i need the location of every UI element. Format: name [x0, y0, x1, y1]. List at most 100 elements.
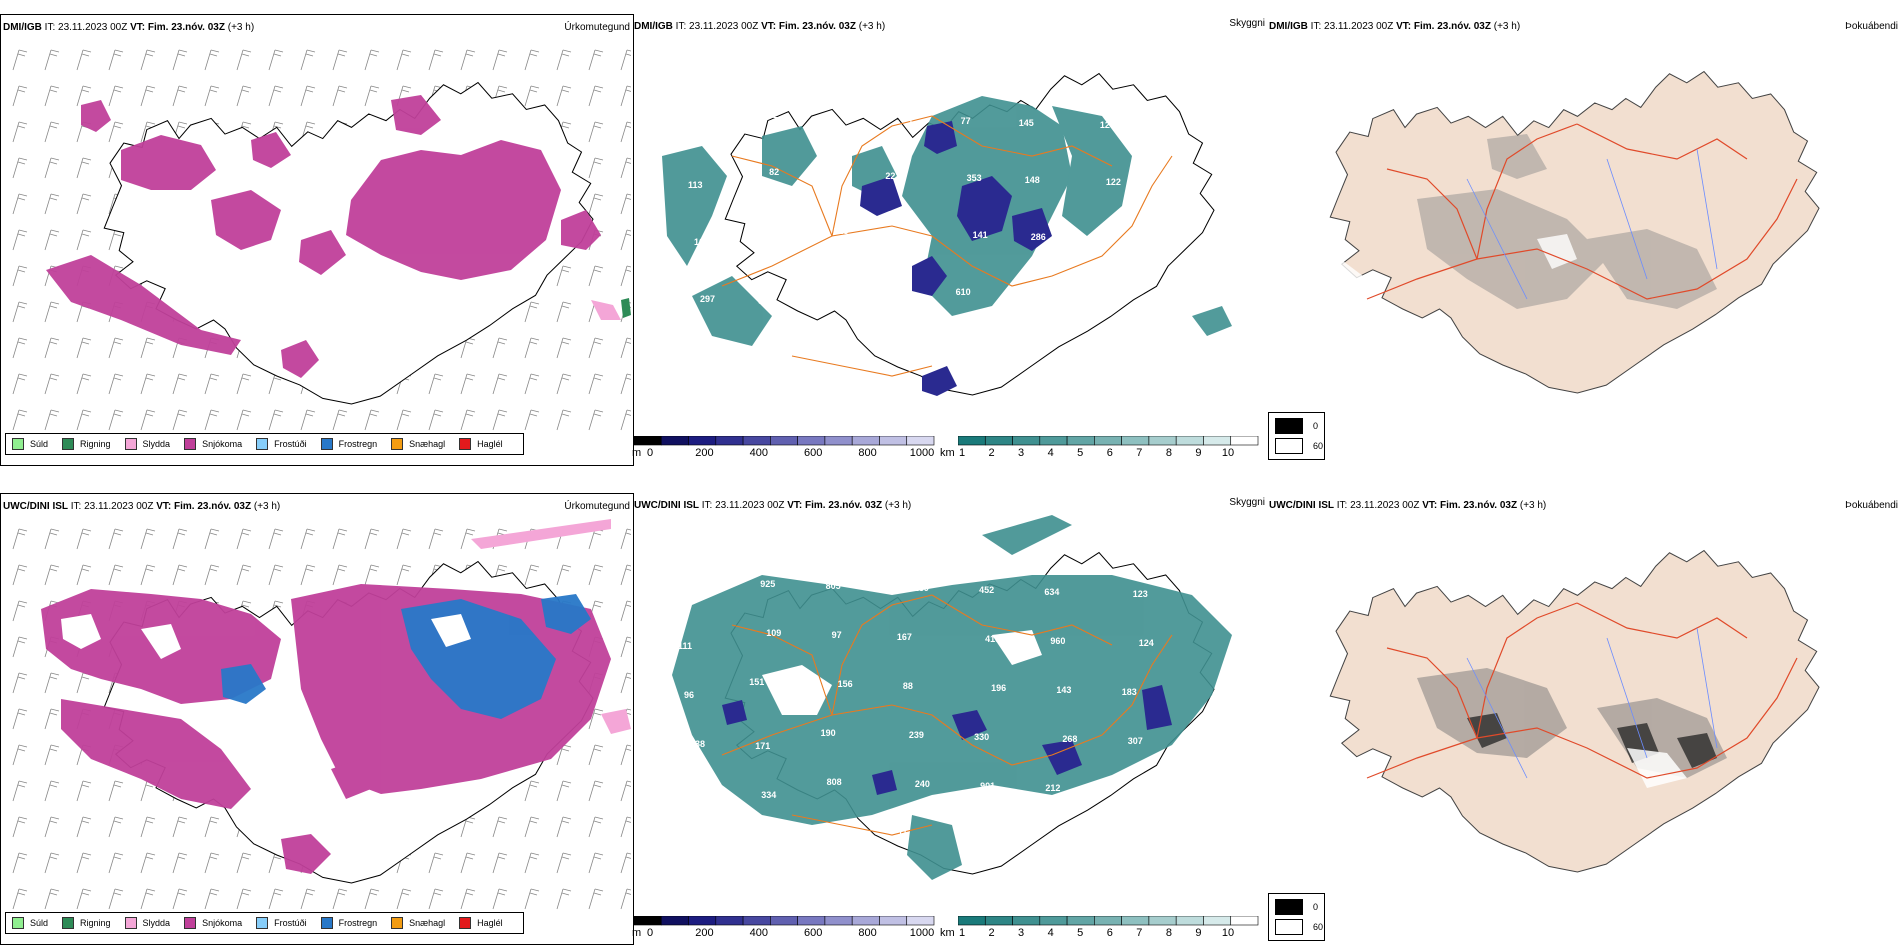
- legend-label: Frostregn: [338, 439, 378, 449]
- wind-barb: [76, 229, 92, 251]
- wind-barb: [588, 708, 604, 730]
- legend-label: Snjókoma: [202, 918, 243, 928]
- colorbar-cell: [1121, 916, 1150, 926]
- wind-barb: [44, 337, 60, 359]
- wind-barb: [108, 888, 124, 910]
- wind-barb: [460, 852, 476, 874]
- visibility-value-label: 167: [897, 632, 912, 642]
- wind-barb: [76, 852, 92, 874]
- wind-barb: [12, 373, 28, 395]
- wind-barb: [460, 49, 476, 71]
- wind-barb: [140, 85, 156, 107]
- wind-barb: [44, 157, 60, 179]
- colorbar-tick-label: 2: [988, 447, 995, 459]
- visibility-value-label: 309: [679, 837, 694, 847]
- visibility-value-label: 126: [673, 788, 688, 798]
- colorbar-tick-label: 600: [804, 447, 823, 459]
- visibility-value-label: 610: [956, 287, 971, 297]
- legend-item: Rigning: [62, 438, 111, 450]
- colorbar-cell: [1230, 916, 1259, 926]
- fog-panel-top: DMI/IGB IT: 23.11.2023 00Z VT: Fim. 23.n…: [1267, 14, 1900, 464]
- fog-legend-swatch: [1275, 899, 1303, 915]
- visibility-value-label: 77: [891, 228, 901, 238]
- visibility-value-label: 48: [1101, 348, 1111, 358]
- visibility-value-label: 999: [1095, 291, 1110, 301]
- wind-barb: [588, 265, 604, 287]
- wind-barb: [620, 888, 631, 910]
- wind-barb: [556, 816, 572, 838]
- colorbar-cell: [1066, 916, 1095, 926]
- wind-barb: [620, 564, 631, 586]
- wind-barb: [76, 888, 92, 910]
- wind-barb: [364, 49, 380, 71]
- wind-barb: [492, 888, 508, 910]
- wind-barb: [556, 85, 572, 107]
- legend-swatch: [256, 917, 269, 929]
- wind-barb: [12, 708, 28, 730]
- wind-barb: [300, 564, 316, 586]
- wind-barb: [204, 85, 220, 107]
- legend-item: Snjókoma: [184, 917, 242, 929]
- legend-label: Rigning: [80, 439, 111, 449]
- colorbar-tick-label: 6: [1106, 927, 1113, 939]
- legend-swatch: [124, 438, 137, 450]
- visibility-value-label: 196: [991, 683, 1006, 693]
- wind-barb: [620, 229, 631, 251]
- wind-barb: [108, 564, 124, 586]
- wind-barb: [44, 49, 60, 71]
- wind-barb: [236, 85, 252, 107]
- wind-barb: [396, 888, 412, 910]
- wind-barb: [620, 193, 631, 215]
- visibility-colorbar-bottom: km 1 2 3 4 5 6 7 8 9 10: [940, 916, 1265, 946]
- colorbar-tick-label: 200: [695, 927, 714, 939]
- visibility-value-label: 408: [767, 839, 782, 849]
- wind-barb: [12, 157, 28, 179]
- colorbar-tick-label: 7: [1136, 447, 1143, 459]
- colorbar-cell: [906, 916, 935, 926]
- wind-barb: [108, 49, 124, 71]
- visibility-value-label: 92: [962, 344, 972, 354]
- colorbar-cell: [1094, 916, 1122, 926]
- fog-legend-swatch: [1275, 438, 1303, 454]
- wind-barb: [76, 193, 92, 215]
- visibility-value-label: 240: [915, 779, 930, 789]
- colorbar-cell: [984, 916, 1013, 926]
- wind-barb: [12, 816, 28, 838]
- wind-barb: [12, 229, 28, 251]
- visibility-value-label: 56: [758, 296, 768, 306]
- wind-barb: [428, 528, 444, 550]
- wind-barb: [12, 49, 28, 71]
- wind-barb: [172, 816, 188, 838]
- wind-barb: [12, 744, 28, 766]
- wind-barb: [268, 888, 284, 910]
- wind-barb: [12, 888, 28, 910]
- wind-barb: [172, 373, 188, 395]
- wind-barb: [12, 600, 28, 622]
- wind-barb: [620, 744, 631, 766]
- panel-header: DMI/IGB IT: 23.11.2023 00Z VT: Fim. 23.n…: [634, 21, 886, 32]
- legend-label: Súld: [30, 439, 49, 449]
- wind-barb: [428, 373, 444, 395]
- colorbar-tick-label: 400: [749, 447, 768, 459]
- wind-barb: [556, 780, 572, 802]
- visibility-value-label: 190: [821, 728, 836, 738]
- wind-barb: [588, 852, 604, 874]
- wind-barb: [108, 780, 124, 802]
- wind-barb: [588, 193, 604, 215]
- visibility-value-label: 46: [822, 340, 832, 350]
- visibility-value-label: 77: [961, 116, 971, 126]
- wind-barb: [204, 888, 220, 910]
- legend-label: Snæhagl: [409, 439, 446, 449]
- legend-item: Snjókoma: [184, 438, 242, 450]
- wind-barb: [76, 528, 92, 550]
- wind-barb: [524, 409, 540, 431]
- wind-barb: [588, 121, 604, 143]
- wind-barb: [140, 852, 156, 874]
- panel-header: DMI/IGB IT: 23.11.2023 00Z VT: Fim. 23.n…: [3, 22, 255, 33]
- visibility-value-label: 74: [902, 114, 912, 124]
- wind-barb: [108, 121, 124, 143]
- wind-barb: [140, 337, 156, 359]
- visibility-value-label: 286: [1031, 232, 1046, 242]
- wind-barb: [76, 49, 92, 71]
- wind-barb: [44, 564, 60, 586]
